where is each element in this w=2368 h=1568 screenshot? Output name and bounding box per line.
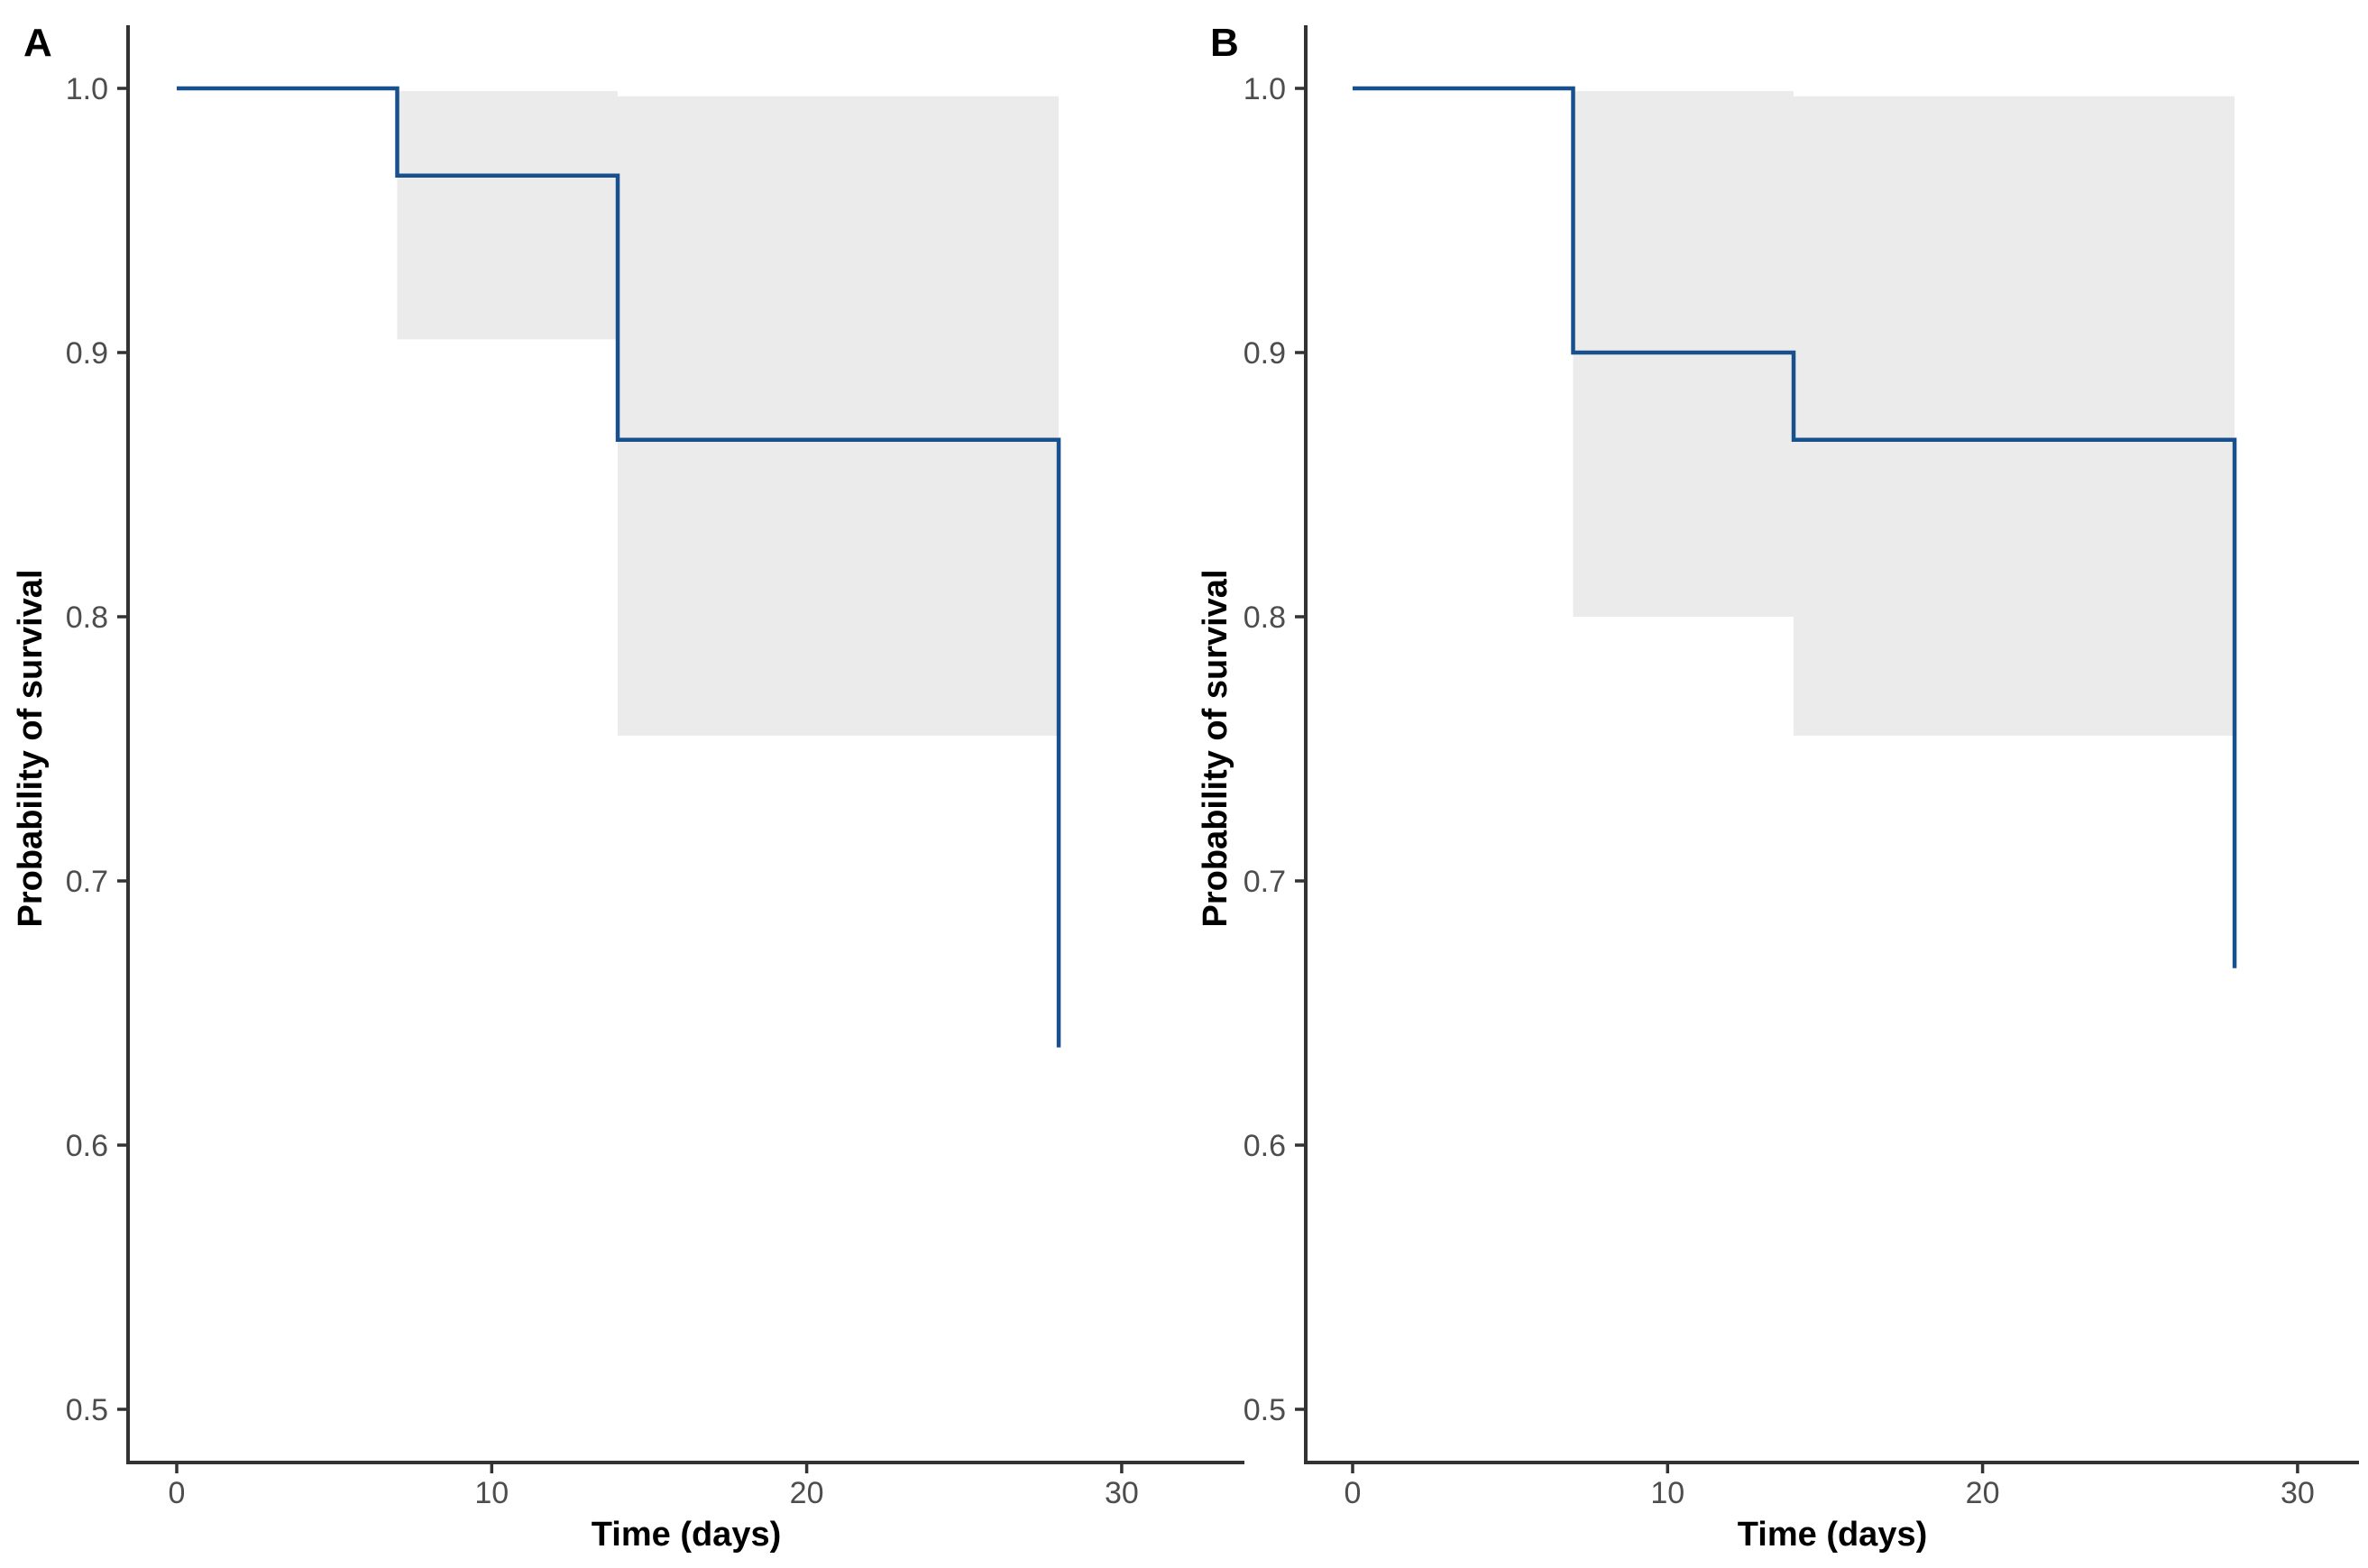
y-tick-label: 0.9: [1244, 336, 1286, 371]
x-tick-label: 0: [1345, 1476, 1362, 1510]
x-axis-title: Time (days): [1738, 1516, 1927, 1554]
km-curve: [1353, 86, 2237, 968]
x-tick-label: 0: [169, 1476, 186, 1510]
y-tick-label: 0.7: [1244, 865, 1286, 899]
y-axis-title: Probability of survival: [1197, 570, 1234, 928]
y-tick-label: 1.0: [1244, 72, 1286, 106]
x-tick-label: 30: [2281, 1476, 2315, 1510]
panel-letter: A: [23, 21, 52, 65]
km-curve: [177, 86, 1061, 1048]
y-tick-label: 1.0: [66, 72, 108, 106]
x-tick-label: 30: [1105, 1476, 1139, 1510]
panel-letter: B: [1210, 21, 1239, 65]
x-axis-title: Time (days): [592, 1516, 781, 1554]
x-tick-label: 10: [1650, 1476, 1684, 1510]
y-tick-label: 0.8: [1244, 601, 1286, 635]
confidence-band: [1794, 96, 2235, 736]
confidence-band: [618, 96, 1060, 736]
y-tick-label: 0.6: [1244, 1129, 1286, 1163]
x-tick-label: 20: [790, 1476, 824, 1510]
y-tick-label: 0.5: [66, 1393, 108, 1427]
y-tick-label: 0.9: [66, 336, 108, 371]
x-tick-label: 10: [474, 1476, 509, 1510]
y-axis-title: Probability of survival: [12, 570, 50, 928]
y-tick-label: 0.6: [66, 1129, 108, 1163]
y-tick-label: 0.8: [66, 601, 108, 635]
x-tick-label: 20: [1966, 1476, 2000, 1510]
y-tick-label: 0.5: [1244, 1393, 1286, 1427]
confidence-band: [397, 90, 619, 340]
panel-b: 1.0 0.9 0.8 0.7 0.6 0.5 0 10 20 30 Time (days) Prob…: [1197, 21, 2359, 1554]
panel-a: 1.0 0.9 0.8 0.7 0.6 0.5 0 10 20 30 Time (days) Prob…: [12, 21, 1244, 1554]
y-tick-label: 0.7: [66, 865, 108, 899]
